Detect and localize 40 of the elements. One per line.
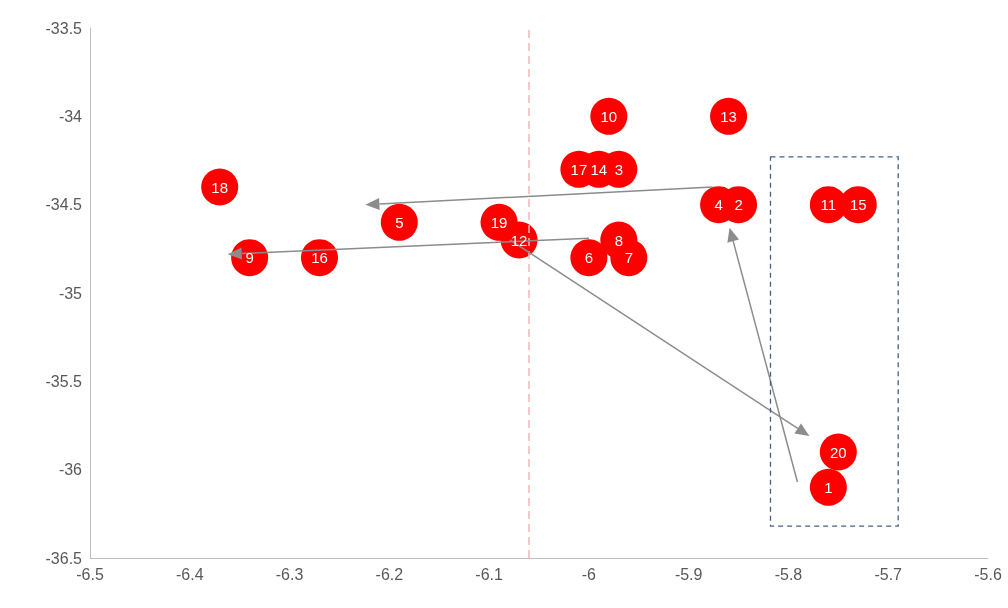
annotation: 20 [829,443,847,461]
annotation: 8 [614,231,623,249]
point [570,239,608,277]
x-tick-label: -6.4 [175,565,204,583]
annotation: 17 [570,160,588,178]
annotation: 7 [624,249,633,267]
y-tick-label: -35 [58,284,83,302]
annotation: 5 [395,213,404,231]
x-tick-label: -5.7 [874,565,903,583]
annotation: 2 [734,196,743,214]
x-tick-label: -6.5 [76,565,104,583]
annotation: 11 [820,196,837,214]
point [380,203,418,241]
annotation: 10 [600,107,618,125]
y-tick-label: -36.5 [45,549,83,567]
annotation: 18 [211,178,229,196]
annotation: 19 [490,213,508,231]
annotation: 1 [824,478,833,496]
y-tick-label: -35.5 [45,372,83,390]
y-tick-label: -34.5 [45,196,83,214]
x-tick-label: -6.3 [275,565,304,583]
annotation: 3 [614,160,623,178]
annotation: 6 [584,249,594,267]
x-tick-label: -5.9 [674,565,703,583]
annotation: 4 [714,196,723,214]
annotation: 12 [510,231,528,249]
annotation: 9 [245,249,254,267]
annotation: 13 [720,107,737,125]
point [809,468,847,506]
y-tick-label: -33.5 [45,19,83,37]
y-tick-label: -34 [58,107,83,125]
x-tick-label: -5.8 [774,565,803,583]
y-tick-label: -36 [58,461,83,479]
x-tick-label: -6.2 [375,565,404,583]
annotation: 16 [311,249,328,267]
annotation: 14 [590,160,608,178]
x-tick-label: -6 [581,565,597,583]
annotation: 15 [849,196,867,214]
x-tick-label: -6.1 [475,565,503,583]
x-tick-label: -5.6 [974,565,1002,583]
